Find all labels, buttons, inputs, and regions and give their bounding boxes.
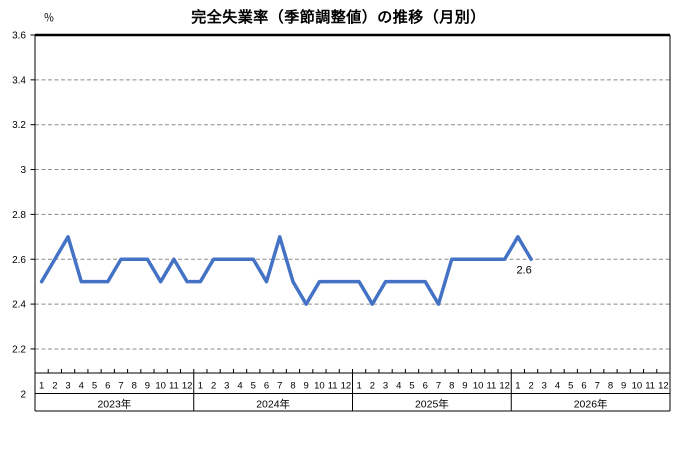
month-label: 11 (328, 381, 338, 392)
month-label: 4 (79, 381, 84, 392)
month-label: 7 (277, 381, 282, 392)
month-label: 7 (436, 381, 441, 392)
chart-title: 完全失業率（季節調整値）の推移（月別） (191, 9, 486, 26)
month-label: 11 (169, 381, 179, 392)
month-label: 8 (290, 381, 295, 392)
unemployment-rate-series-line (39, 235, 533, 306)
month-label: 6 (423, 381, 428, 392)
month-label: 9 (304, 381, 309, 392)
year-label: 2023年 (97, 398, 131, 411)
month-label: 5 (251, 381, 256, 392)
month-label: 3 (542, 381, 547, 392)
month-label: 12 (182, 381, 193, 392)
month-label: 7 (118, 381, 123, 392)
y-tick-label: 3.2 (12, 120, 26, 131)
y-tick-label: 2.4 (12, 300, 26, 311)
month-label: 3 (224, 381, 229, 392)
month-label: 12 (499, 381, 510, 392)
year-label: 2024年 (256, 398, 290, 411)
month-label: 1 (39, 381, 44, 392)
month-label: 4 (396, 381, 401, 392)
month-label: 1 (198, 381, 203, 392)
month-label: 5 (409, 381, 414, 392)
month-label: 9 (145, 381, 150, 392)
month-label: 10 (314, 381, 325, 392)
y-tick-label: 3.4 (12, 75, 26, 86)
y-tick-label: 2 (20, 389, 26, 400)
month-label: 9 (462, 381, 467, 392)
month-label: 8 (449, 381, 454, 392)
month-label: 6 (581, 381, 586, 392)
last-value-label: 2.6 (516, 264, 531, 276)
y-tick-label: 3.6 (12, 31, 26, 42)
month-label: 12 (658, 381, 669, 392)
y-tick-label: 2.8 (12, 210, 26, 221)
month-label: 5 (568, 381, 573, 392)
year-label: 2025年 (415, 398, 449, 411)
year-label: 2026年 (574, 398, 608, 411)
month-label: 9 (621, 381, 626, 392)
month-label: 2 (52, 381, 57, 392)
month-label: 8 (608, 381, 613, 392)
y-axis-unit-label: ％ (44, 12, 55, 24)
month-label: 2 (211, 381, 216, 392)
month-label: 1 (356, 381, 361, 392)
month-label: 7 (595, 381, 600, 392)
month-label: 10 (632, 381, 643, 392)
y-tick-label: 3 (20, 165, 26, 176)
month-label: 6 (105, 381, 110, 392)
month-label: 3 (65, 381, 70, 392)
month-label: 2 (370, 381, 375, 392)
month-label: 8 (132, 381, 137, 392)
y-tick-label: 2.6 (12, 255, 26, 266)
month-label: 2 (528, 381, 533, 392)
month-label: 6 (264, 381, 269, 392)
y-tick-label: 2.2 (12, 344, 26, 355)
month-label: 10 (473, 381, 484, 392)
month-label: 4 (555, 381, 560, 392)
month-label: 3 (383, 381, 388, 392)
month-label: 12 (341, 381, 352, 392)
month-label: 5 (92, 381, 97, 392)
month-label: 10 (155, 381, 166, 392)
month-label: 11 (486, 381, 496, 392)
month-label: 1 (515, 381, 520, 392)
month-label: 11 (645, 381, 655, 392)
month-label: 4 (237, 381, 242, 392)
